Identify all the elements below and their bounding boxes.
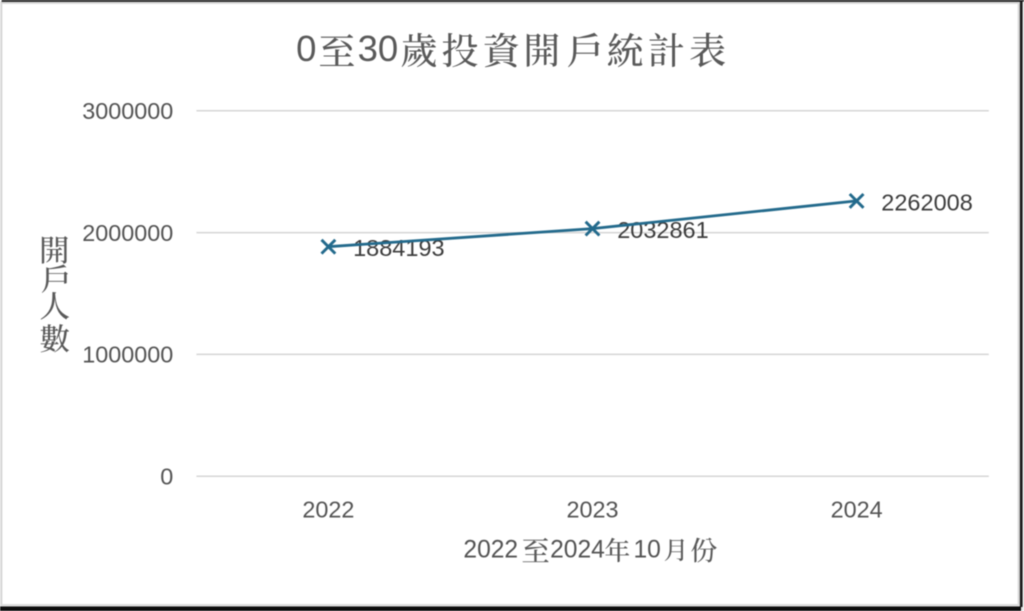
svg-text:2022: 2022	[463, 536, 518, 563]
svg-text:2024: 2024	[831, 496, 883, 522]
svg-text:2023: 2023	[566, 496, 618, 522]
svg-text:2022: 2022	[302, 496, 354, 522]
svg-text:0: 0	[296, 28, 316, 69]
svg-text:1000000: 1000000	[82, 342, 173, 368]
svg-text:10: 10	[634, 536, 661, 563]
svg-text:30: 30	[358, 28, 399, 69]
svg-text:2000000: 2000000	[82, 220, 173, 246]
svg-text:2262008: 2262008	[881, 189, 973, 215]
svg-text:2024: 2024	[550, 536, 605, 563]
svg-text:0: 0	[160, 463, 173, 489]
svg-text:3000000: 3000000	[82, 98, 173, 124]
